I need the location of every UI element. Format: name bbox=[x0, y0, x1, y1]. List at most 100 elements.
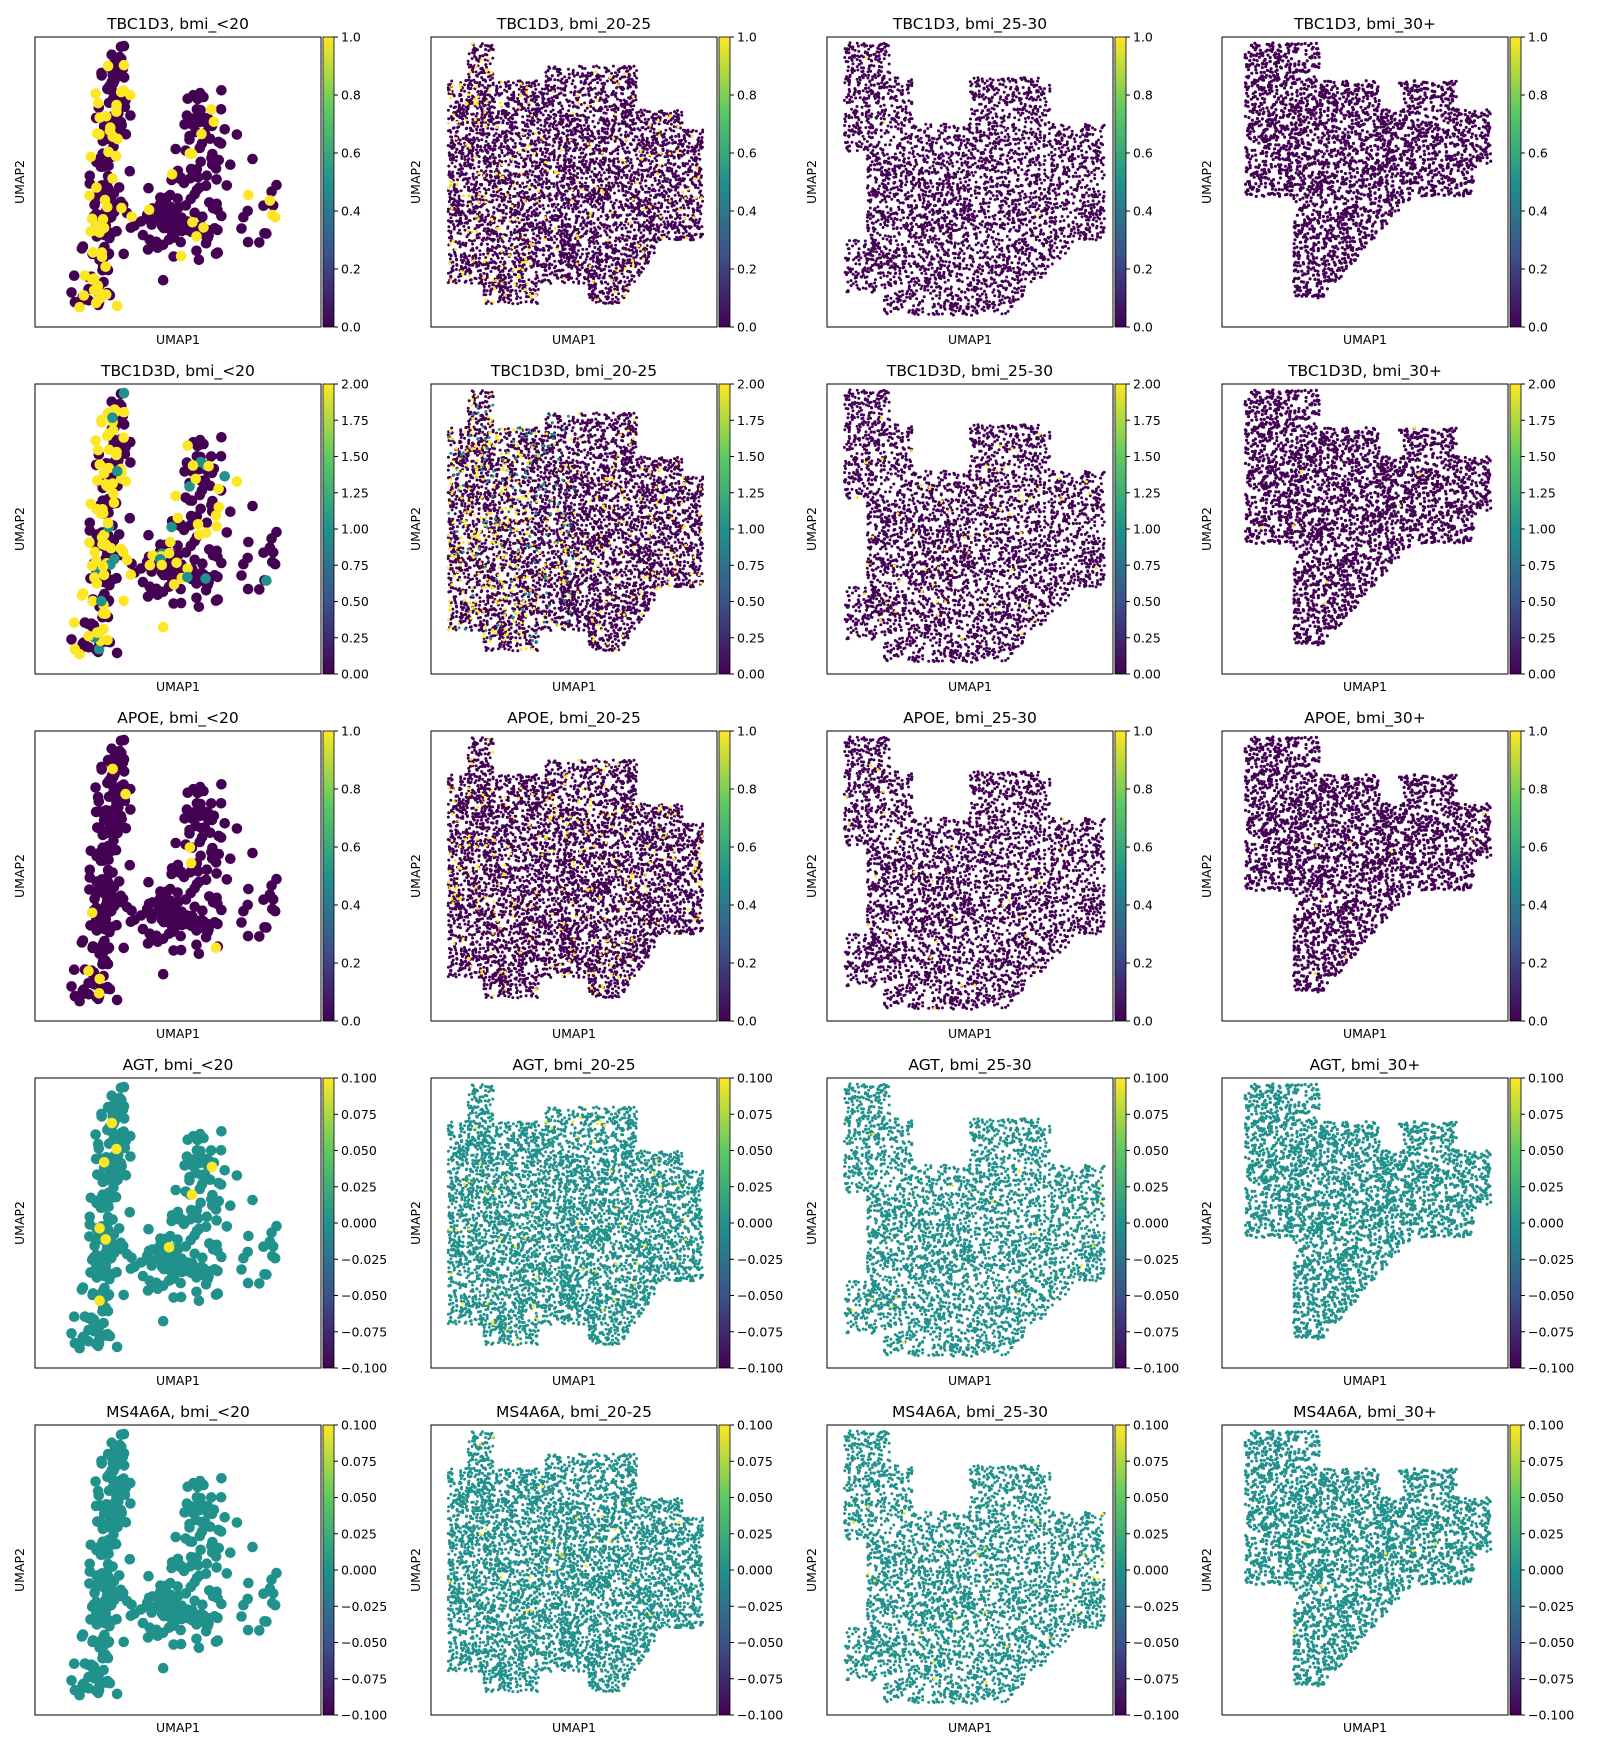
data-point bbox=[622, 234, 625, 237]
data-point bbox=[581, 266, 584, 269]
data-point bbox=[521, 248, 524, 251]
data-point bbox=[455, 159, 458, 162]
data-point bbox=[500, 188, 503, 191]
data-point bbox=[629, 202, 632, 205]
data-point bbox=[542, 195, 545, 198]
data-point bbox=[167, 169, 178, 180]
data-point bbox=[663, 194, 666, 197]
data-point bbox=[567, 109, 570, 112]
data-point bbox=[84, 190, 95, 201]
data-point bbox=[492, 123, 495, 126]
data-point bbox=[557, 277, 560, 280]
data-point bbox=[216, 85, 227, 96]
data-point bbox=[202, 170, 213, 181]
data-point bbox=[540, 91, 543, 94]
data-point bbox=[605, 231, 608, 234]
data-point bbox=[471, 240, 474, 243]
data-point bbox=[469, 200, 472, 203]
data-point bbox=[625, 191, 628, 194]
data-point bbox=[86, 152, 97, 163]
data-point bbox=[503, 296, 506, 299]
data-point bbox=[612, 65, 615, 68]
data-point bbox=[588, 94, 591, 97]
data-point bbox=[476, 125, 479, 128]
data-point bbox=[600, 161, 603, 164]
data-point bbox=[501, 257, 504, 260]
data-point bbox=[669, 184, 672, 187]
data-point bbox=[569, 133, 572, 136]
data-point bbox=[451, 261, 454, 264]
data-point bbox=[613, 300, 616, 303]
data-point bbox=[613, 192, 616, 195]
data-point bbox=[636, 114, 639, 117]
data-point bbox=[608, 197, 611, 200]
data-point bbox=[116, 42, 127, 53]
data-point bbox=[463, 108, 466, 111]
data-point bbox=[501, 151, 504, 154]
data-point bbox=[471, 163, 474, 166]
data-point bbox=[572, 69, 575, 72]
data-point bbox=[97, 251, 108, 262]
data-point bbox=[564, 202, 567, 205]
data-point bbox=[597, 196, 600, 199]
data-point bbox=[478, 211, 481, 214]
data-point bbox=[589, 100, 592, 103]
data-point bbox=[518, 88, 521, 91]
data-point bbox=[510, 129, 513, 132]
data-point bbox=[668, 141, 671, 144]
data-point bbox=[87, 274, 98, 285]
data-point bbox=[560, 232, 563, 235]
data-point bbox=[556, 175, 559, 178]
data-point bbox=[688, 227, 691, 230]
data-point bbox=[549, 282, 552, 285]
data-point bbox=[527, 217, 530, 220]
data-point bbox=[651, 224, 654, 227]
data-point bbox=[612, 282, 615, 285]
data-point bbox=[621, 272, 624, 275]
data-point bbox=[610, 127, 613, 130]
data-point bbox=[573, 75, 576, 78]
data-point bbox=[689, 238, 692, 241]
data-point bbox=[648, 198, 651, 201]
data-point bbox=[568, 159, 571, 162]
data-point bbox=[534, 277, 537, 280]
data-point bbox=[572, 164, 575, 167]
data-point bbox=[589, 74, 592, 77]
data-point bbox=[484, 90, 487, 93]
data-point bbox=[639, 144, 642, 147]
data-point bbox=[66, 287, 77, 298]
data-point bbox=[622, 110, 625, 113]
data-point bbox=[522, 218, 525, 221]
data-point bbox=[509, 197, 512, 200]
data-point bbox=[503, 154, 506, 157]
data-point bbox=[677, 186, 680, 189]
data-point bbox=[682, 232, 685, 235]
data-point bbox=[503, 203, 506, 206]
data-point bbox=[483, 86, 486, 89]
data-point bbox=[473, 167, 476, 170]
data-point bbox=[649, 239, 652, 242]
data-point bbox=[562, 174, 565, 177]
data-point bbox=[158, 275, 169, 286]
data-point bbox=[611, 263, 614, 266]
data-point bbox=[575, 254, 578, 257]
data-point bbox=[605, 194, 608, 197]
data-point bbox=[490, 270, 493, 273]
data-point bbox=[196, 129, 207, 140]
data-point bbox=[583, 115, 586, 118]
data-point bbox=[114, 182, 125, 193]
data-point bbox=[157, 213, 168, 224]
data-point bbox=[537, 214, 540, 217]
data-point bbox=[608, 236, 611, 239]
data-point bbox=[511, 132, 514, 135]
data-point bbox=[585, 258, 588, 261]
data-point bbox=[553, 219, 556, 222]
data-point bbox=[553, 156, 556, 159]
data-point bbox=[535, 255, 538, 258]
data-point bbox=[485, 192, 488, 195]
data-point bbox=[587, 139, 590, 142]
data-point bbox=[630, 255, 633, 258]
data-point bbox=[459, 245, 462, 248]
data-point bbox=[498, 159, 501, 162]
data-point bbox=[474, 253, 477, 256]
